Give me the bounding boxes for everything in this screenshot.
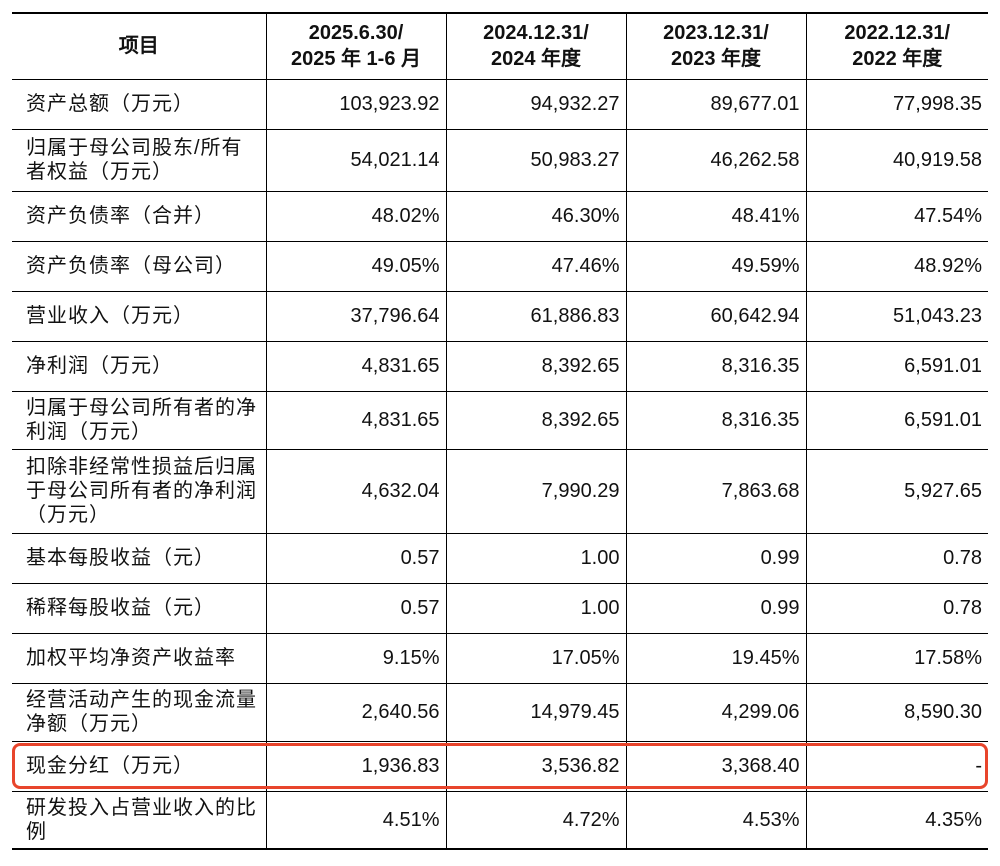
row-label: 现金分红（万元） xyxy=(12,740,267,792)
row-value: 1.00 xyxy=(445,532,627,584)
table-row: 现金分红（万元） 1,936.83 3,536.82 3,368.40- xyxy=(12,740,988,792)
row-value: 51,043.23 xyxy=(805,290,988,342)
financial-table-container: 项目 2025.6.30/2025 年 1-6 月 2024.12.31/202… xyxy=(12,12,988,850)
row-value: 4,632.04 xyxy=(265,448,447,534)
row-value: 46,262.58 xyxy=(625,128,807,192)
row-label: 营业收入（万元） xyxy=(12,290,267,342)
table-body: 资产总额（万元） 103,923.92 94,932.27 89,677.01 77,9… xyxy=(12,78,988,850)
row-value: 50,983.27 xyxy=(445,128,627,192)
row-value: 4.53% xyxy=(625,790,807,850)
header-row: 项目 2025.6.30/2025 年 1-6 月 2024.12.31/202… xyxy=(12,12,988,80)
row-value: 4.72% xyxy=(445,790,627,850)
header-2024: 2024.12.31/2024 年度 xyxy=(445,12,627,80)
table-row: 资产负债率（母公司） 49.05% 47.46% 49.59% 48.92% xyxy=(12,240,988,292)
row-value: 94,932.27 xyxy=(445,78,627,130)
row-value: 8,392.65 xyxy=(445,390,627,450)
row-label: 扣除非经常性损益后归属于母公司所有者的净利润（万元） xyxy=(12,448,267,534)
row-value: 48.41% xyxy=(625,190,807,242)
row-value: 40,919.58 xyxy=(805,128,988,192)
row-value: 0.99 xyxy=(625,582,807,634)
row-value: 4.35% xyxy=(805,790,988,850)
row-value: 0.99 xyxy=(625,532,807,584)
row-value: 46.30% xyxy=(445,190,627,242)
header-2022: 2022.12.31/2022 年度 xyxy=(805,12,988,80)
row-value: 49.59% xyxy=(625,240,807,292)
row-value: 4,299.06 xyxy=(625,682,807,742)
header-2023: 2023.12.31/2023 年度 xyxy=(625,12,807,80)
row-label: 稀释每股收益（元） xyxy=(12,582,267,634)
row-value: 54,021.14 xyxy=(265,128,447,192)
row-value: 48.02% xyxy=(265,190,447,242)
row-value: 49.05% xyxy=(265,240,447,292)
row-value: 37,796.64 xyxy=(265,290,447,342)
table-row: 基本每股收益（元） 0.57 1.00 0.99 0.78 xyxy=(12,532,988,584)
table-row: 扣除非经常性损益后归属于母公司所有者的净利润（万元） 4,632.04 7,990.… xyxy=(12,448,988,534)
row-label: 加权平均净资产收益率 xyxy=(12,632,267,684)
row-value: 0.78 xyxy=(805,532,988,584)
table-row: 归属于母公司所有者的净利润（万元） 4,831.65 8,392.65 8,316.3… xyxy=(12,390,988,450)
row-value: 0.78 xyxy=(805,582,988,634)
row-value: 8,316.35 xyxy=(625,340,807,392)
table-row: 资产负债率（合并） 48.02% 46.30% 48.41% 47.54% xyxy=(12,190,988,242)
row-value: 8,392.65 xyxy=(445,340,627,392)
row-label: 归属于母公司所有者的净利润（万元） xyxy=(12,390,267,450)
row-value: 2,640.56 xyxy=(265,682,447,742)
row-label: 归属于母公司股东/所有者权益（万元） xyxy=(12,128,267,192)
row-value: 9.15% xyxy=(265,632,447,684)
row-value: 0.57 xyxy=(265,532,447,584)
row-value: 17.58% xyxy=(805,632,988,684)
row-label: 研发投入占营业收入的比例 xyxy=(12,790,267,850)
row-value: 61,886.83 xyxy=(445,290,627,342)
row-value: 47.46% xyxy=(445,240,627,292)
row-value: 0.57 xyxy=(265,582,447,634)
table-row: 稀释每股收益（元） 0.57 1.00 0.99 0.78 xyxy=(12,582,988,634)
row-value: 48.92% xyxy=(805,240,988,292)
row-value: 4.51% xyxy=(265,790,447,850)
table-row: 资产总额（万元） 103,923.92 94,932.27 89,677.01 77,9… xyxy=(12,78,988,130)
row-value: 7,863.68 xyxy=(625,448,807,534)
table-row: 研发投入占营业收入的比例 4.51% 4.72% 4.53% 4.35% xyxy=(12,790,988,850)
row-value: 89,677.01 xyxy=(625,78,807,130)
row-value: 3,536.82 xyxy=(445,740,627,792)
row-value: 60,642.94 xyxy=(625,290,807,342)
row-label: 资产负债率（合并） xyxy=(12,190,267,242)
row-value: 8,316.35 xyxy=(625,390,807,450)
row-value: 7,990.29 xyxy=(445,448,627,534)
row-value: 5,927.65 xyxy=(805,448,988,534)
row-value: 77,998.35 xyxy=(805,78,988,130)
table-row: 经营活动产生的现金流量净额（万元） 2,640.56 14,979.45 4,299.… xyxy=(12,682,988,742)
table-row: 营业收入（万元） 37,796.64 61,886.83 60,642.94 51,04… xyxy=(12,290,988,342)
row-value: - xyxy=(805,740,988,792)
table-row: 归属于母公司股东/所有者权益（万元） 54,021.14 50,983.27 46,2… xyxy=(12,128,988,192)
row-value: 1.00 xyxy=(445,582,627,634)
row-label: 经营活动产生的现金流量净额（万元） xyxy=(12,682,267,742)
row-value: 17.05% xyxy=(445,632,627,684)
header-item: 项目 xyxy=(12,12,267,80)
table-row: 净利润（万元） 4,831.65 8,392.65 8,316.35 6,591.01 xyxy=(12,340,988,392)
row-label: 净利润（万元） xyxy=(12,340,267,392)
row-value: 1,936.83 xyxy=(265,740,447,792)
row-value: 3,368.40 xyxy=(625,740,807,792)
financial-data-table: 项目 2025.6.30/2025 年 1-6 月 2024.12.31/202… xyxy=(12,12,988,850)
header-2025h1: 2025.6.30/2025 年 1-6 月 xyxy=(265,12,447,80)
row-value: 6,591.01 xyxy=(805,340,988,392)
row-value: 4,831.65 xyxy=(265,390,447,450)
row-value: 19.45% xyxy=(625,632,807,684)
table-row: 加权平均净资产收益率 9.15% 17.05% 19.45% 17.58% xyxy=(12,632,988,684)
row-value: 8,590.30 xyxy=(805,682,988,742)
row-value: 103,923.92 xyxy=(265,78,447,130)
row-value: 6,591.01 xyxy=(805,390,988,450)
row-value: 14,979.45 xyxy=(445,682,627,742)
row-label: 基本每股收益（元） xyxy=(12,532,267,584)
row-value: 47.54% xyxy=(805,190,988,242)
row-label: 资产总额（万元） xyxy=(12,78,267,130)
row-value: 4,831.65 xyxy=(265,340,447,392)
row-label: 资产负债率（母公司） xyxy=(12,240,267,292)
